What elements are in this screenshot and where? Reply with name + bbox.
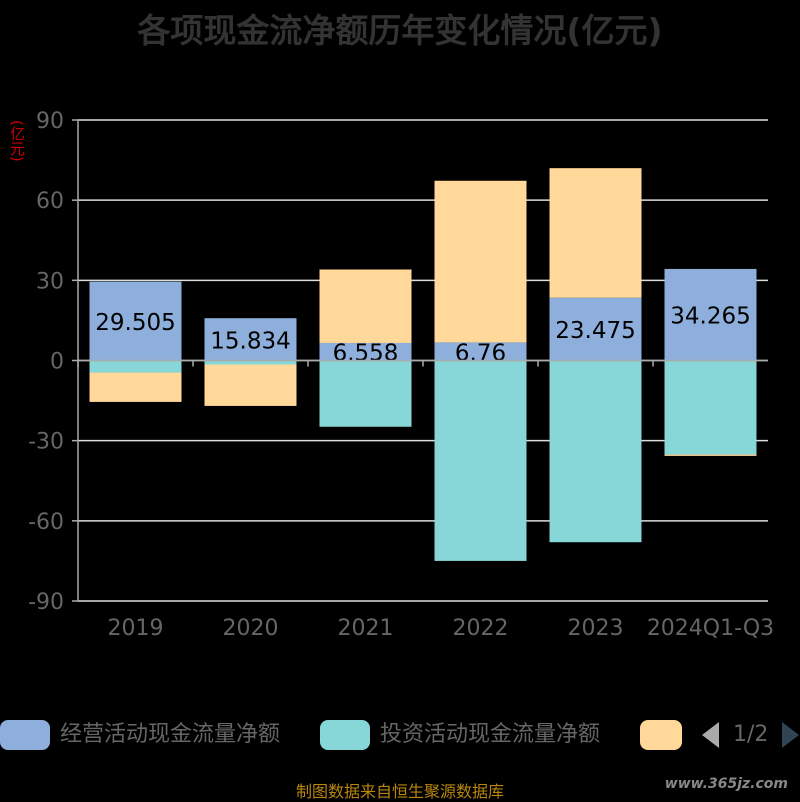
bar-series-1-2022 <box>434 360 527 561</box>
bar-series-2-2021 <box>319 269 412 343</box>
data-label: 29.505 <box>95 310 175 336</box>
y-tick-label: -90 <box>28 590 64 615</box>
x-tick-label: 2020 <box>223 616 279 641</box>
x-tick-label: 2022 <box>453 616 509 641</box>
legend-next-icon[interactable] <box>782 722 799 748</box>
data-label: 23.475 <box>555 318 635 344</box>
data-label: 6.558 <box>333 341 399 367</box>
legend-swatch-operating <box>0 720 50 750</box>
data-label: 34.265 <box>670 304 750 330</box>
legend-swatch-financing <box>640 720 682 750</box>
bar-series-2-2020 <box>204 364 297 406</box>
bar-series-2-2023 <box>549 168 642 298</box>
y-tick-label: 90 <box>36 109 64 134</box>
bar-series-0-2021 <box>319 342 412 361</box>
legend-swatch-investing <box>320 720 370 750</box>
chart-title: 各项现金流净额历年变化情况(亿元) <box>137 11 663 50</box>
legend: 经营活动现金流量净额 投资活动现金流量净额 1/2 <box>0 718 800 752</box>
x-tick-label: 2024Q1-Q3 <box>647 616 774 641</box>
y-tick-label: 60 <box>36 189 64 214</box>
legend-pager: 1/2 <box>700 720 800 750</box>
x-tick-label: 2021 <box>338 616 394 641</box>
bar-series-1-2024Q1-Q3 <box>664 360 757 455</box>
y-tick-label: -60 <box>28 510 64 535</box>
bar-series-2-2024Q1-Q3 <box>664 454 757 456</box>
x-tick-label: 2019 <box>108 616 164 641</box>
bar-series-0-2024Q1-Q3 <box>664 268 757 361</box>
y-tick-label: -30 <box>28 430 64 455</box>
data-source-note: 制图数据来自恒生聚源数据库 <box>295 782 504 801</box>
legend-page-indicator: 1/2 <box>733 722 769 747</box>
bar-series-1-2021 <box>319 360 412 427</box>
bar-series-2-2019 <box>89 372 182 402</box>
y-tick-label: 30 <box>36 269 64 294</box>
bar-series-2-2022 <box>434 180 527 343</box>
bar-series-1-2020 <box>204 360 297 365</box>
watermark: www.365jz.com <box>664 776 788 792</box>
legend-prev-icon[interactable] <box>702 722 719 748</box>
bar-series-1-2023 <box>549 360 642 543</box>
data-label: 6.76 <box>455 340 506 366</box>
legend-label-investing: 投资活动现金流量净额 <box>380 722 601 747</box>
bar-series-0-2020 <box>204 318 297 361</box>
bar-series-1-2019 <box>89 360 182 373</box>
x-tick-label: 2023 <box>568 616 624 641</box>
y-axis-label: (亿元) <box>8 120 26 162</box>
data-label: 15.834 <box>210 328 290 354</box>
bar-series-0-2023 <box>549 297 642 361</box>
bar-series-0-2022 <box>434 342 527 361</box>
bar-series-0-2019 <box>89 281 182 361</box>
y-tick-label: 0 <box>50 350 64 375</box>
legend-label-operating: 经营活动现金流量净额 <box>60 722 281 747</box>
